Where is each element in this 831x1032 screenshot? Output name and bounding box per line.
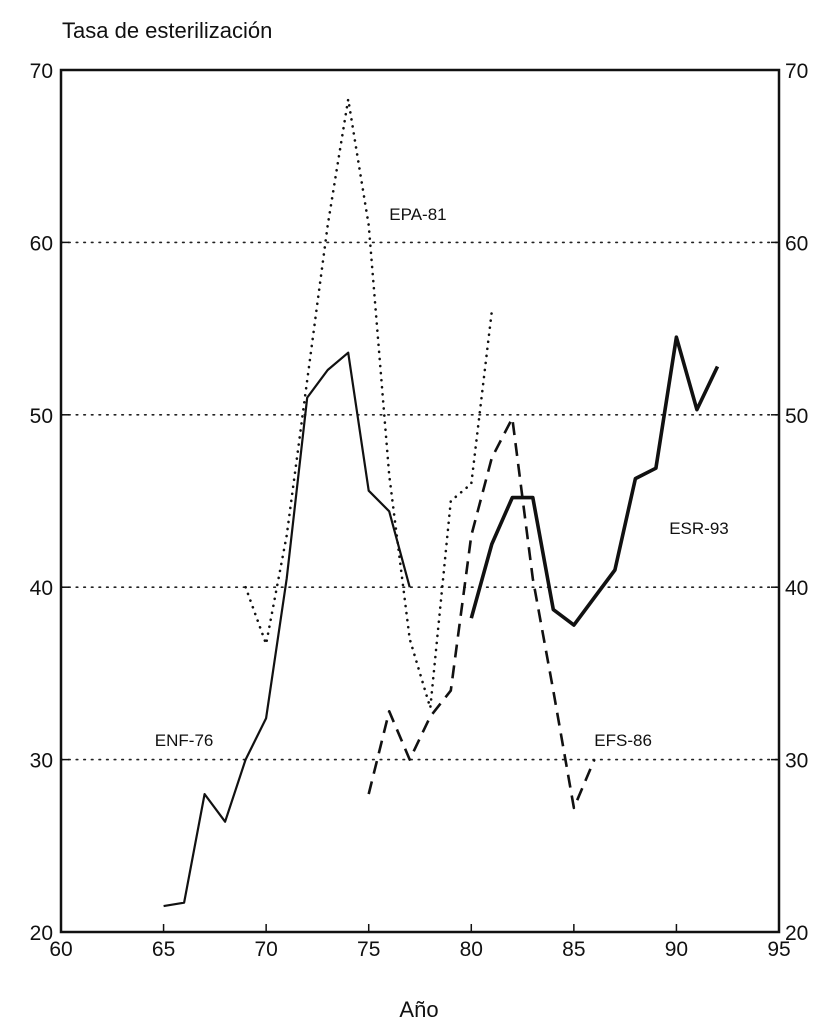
series-line-epa-81 — [244, 98, 494, 710]
series-label-esr-93: ESR-93 — [669, 519, 729, 538]
x-tick-label: 65 — [152, 938, 175, 961]
x-tick-label: 75 — [357, 938, 380, 961]
y-tick-label-left: 50 — [30, 405, 53, 428]
series-line-esr-93 — [469, 335, 720, 627]
y-tick-label-right: 50 — [785, 405, 808, 428]
y-tick-label-right: 60 — [785, 232, 808, 255]
series-label-efs-86: EFS-86 — [594, 731, 652, 750]
series-label-epa-81: EPA-81 — [389, 205, 446, 224]
y-tick-label-right: 30 — [785, 750, 808, 773]
y-tick-label-left: 30 — [30, 750, 53, 773]
x-tick-label: 60 — [49, 938, 72, 961]
y-tick-label-right: 40 — [785, 577, 808, 600]
series-labels: ENF-76 EPA-81 EFS-86 ESR-93 — [155, 205, 729, 750]
x-axis-title: Año — [399, 997, 438, 1022]
y-tick-label-right: 20 — [785, 922, 808, 945]
y-tick-label-left: 60 — [30, 232, 53, 255]
x-tick-label: 70 — [254, 938, 277, 961]
chart-title: Tasa de esterilización — [62, 18, 272, 43]
gridlines — [60, 241, 780, 761]
series-label-enf-76: ENF-76 — [155, 731, 214, 750]
series-line-efs-86 — [367, 416, 596, 810]
y-tick-label-left: 20 — [30, 922, 53, 945]
x-tick-label: 90 — [665, 938, 688, 961]
x-tick-label: 80 — [460, 938, 483, 961]
series-lines — [163, 98, 720, 908]
y-tick-label-left: 70 — [30, 60, 53, 83]
plot-frame — [59, 68, 781, 934]
y-tick-label-left: 40 — [30, 577, 53, 600]
y-tick-label-right: 70 — [785, 60, 808, 83]
x-tick-label: 85 — [562, 938, 585, 961]
x-tick-label: 95 — [767, 938, 790, 961]
series-line-enf-76 — [163, 351, 411, 908]
